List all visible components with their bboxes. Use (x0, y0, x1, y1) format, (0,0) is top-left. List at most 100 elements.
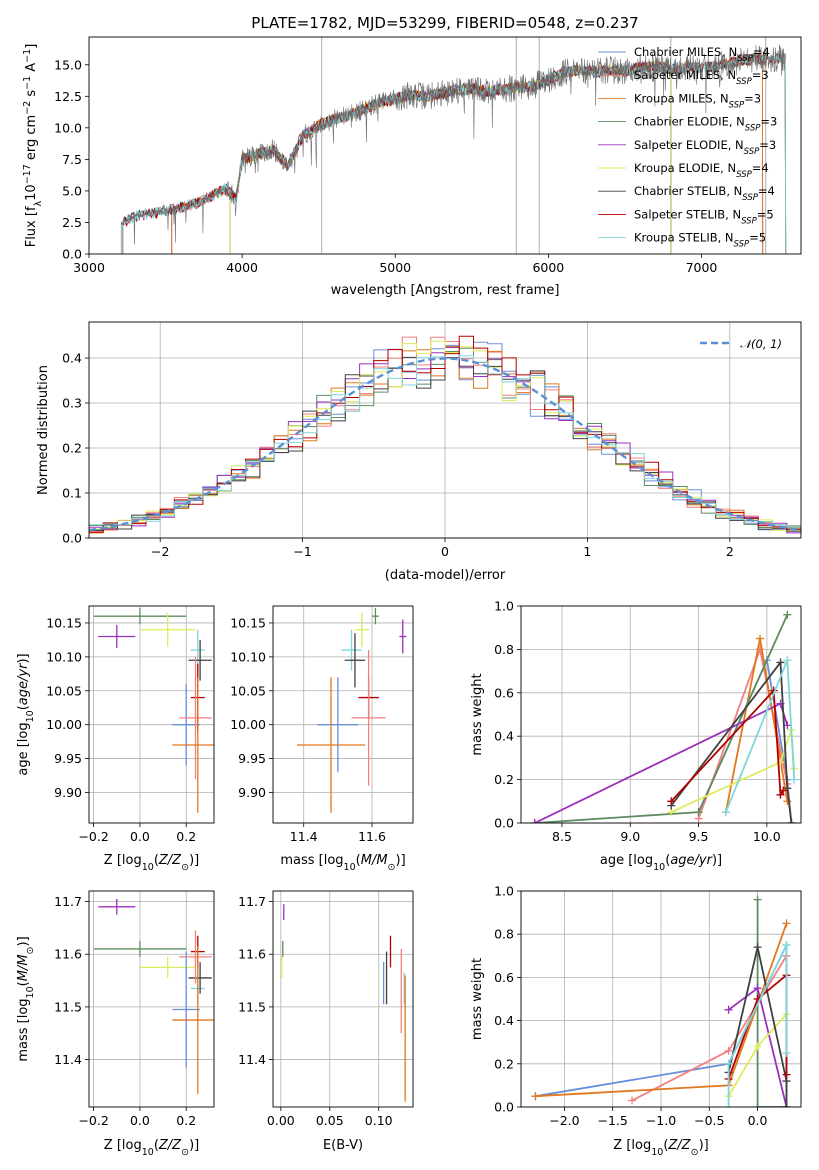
x-tick-label: −2 (151, 544, 169, 559)
weight-vs-Z-panel: −2.0 −1.5 −1.0 −0.5 0.0 0.0 0.2 0.4 0.6 0.8 1.0 Z [… (470, 884, 802, 1158)
x-tick-label: 9.5 (689, 829, 709, 844)
y-tick-label: 9.95 (54, 751, 82, 766)
weight-marker (790, 775, 799, 784)
legend-label: Kroupa MILES, NSSP=3 (634, 91, 761, 110)
y-tick-label: 10.05 (46, 683, 82, 698)
weight-marker (787, 819, 796, 823)
x-tick-label: −1 (293, 544, 311, 559)
x-axis-label: Z [log10(Z/Z⊙)] (104, 1138, 199, 1158)
weight-lines (530, 610, 799, 823)
x-tick-label: 0 (441, 544, 449, 559)
weight-marker (782, 919, 791, 928)
x-tick-label: 6000 (532, 260, 564, 275)
weight-marker (753, 943, 762, 952)
y-tick-label: 5.0 (62, 183, 82, 198)
y-tick-label: 1.0 (494, 884, 514, 899)
axes-frame (520, 605, 802, 824)
weight-marker (753, 984, 762, 993)
weight-marker (628, 1096, 637, 1105)
observed-spectrum-line (120, 44, 786, 254)
x-tick-label: 0.00 (267, 1113, 295, 1128)
legend-label: Salpeter MILES, NSSP=3 (634, 68, 769, 87)
weight-series-line (727, 944, 788, 1107)
y-tick-label: 10.0 (54, 120, 82, 135)
x-tick-label: 2 (726, 544, 734, 559)
weight-marker (776, 790, 785, 799)
x-tick-label: 0.2 (176, 829, 196, 844)
y-tick-label: 0.4 (62, 351, 82, 366)
legend-label: Chabrier ELODIE, NSSP=3 (634, 115, 777, 134)
x-tick-label: 0.05 (316, 1113, 344, 1128)
x-tick-label: 8.5 (552, 829, 572, 844)
legend-label: 𝒩(0, 1) (740, 337, 782, 351)
y-tick-label: 0.8 (494, 927, 514, 942)
y-tick-label: 0.0 (494, 1100, 514, 1115)
weight-series-line (727, 946, 788, 1107)
y-tick-label: 10.15 (46, 615, 82, 630)
weight-marker (782, 1103, 791, 1107)
y-tick-label: 0.2 (494, 772, 514, 787)
mass-vs-Z-panel: −0.2 0.0 0.2 11.4 11.5 11.6 11.7 Z [log10(Z/Z⊙)… (16, 890, 215, 1158)
mass-vs-ebv-panel: 0.00 0.05 0.10 11.4 11.5 11.6 11.7 E(B-V) (238, 890, 414, 1153)
x-tick-label: −1.5 (598, 1113, 628, 1128)
y-tick-label: 0.0 (62, 531, 82, 546)
legend: 𝒩(0, 1) (700, 337, 782, 351)
y-tick-label: 11.7 (54, 894, 82, 909)
y-tick-label: 11.6 (54, 947, 82, 962)
y-tick-label: 15.0 (54, 57, 82, 72)
errorbars (281, 904, 406, 1102)
y-tick-label: 0.4 (494, 729, 514, 744)
x-tick-label: −0.2 (78, 829, 108, 844)
chart-title: PLATE=1782, MJD=53299, FIBERID=0548, z=0… (251, 14, 638, 32)
y-tick-label: 11.5 (238, 999, 266, 1014)
x-tick-label: 1 (583, 544, 591, 559)
x-axis-label: Z [log10(Z/Z⊙)] (104, 853, 199, 873)
legend-label: Kroupa STELIB, NSSP=5 (634, 231, 766, 250)
weight-marker (694, 808, 703, 817)
x-tick-label: 0.0 (130, 829, 150, 844)
weight-marker (779, 786, 788, 795)
residuals-panel: −2 −1 0 1 2 0.0 0.1 0.2 0.3 0.4 (data-model)/error… (36, 321, 802, 583)
weight-marker (756, 634, 765, 643)
x-axis-label: wavelength [Angstrom, rest frame] (331, 283, 560, 298)
weight-marker (783, 656, 792, 665)
spectrum-panel: 3000 4000 5000 6000 7000 0.0 2.5 5.0 7.5 10.0 12.5… (22, 14, 802, 298)
x-tick-label: 4000 (226, 260, 258, 275)
weight-marker (782, 1049, 791, 1057)
x-tick-label: 10.0 (753, 829, 781, 844)
weight-series-line (756, 899, 787, 1107)
histograms (89, 335, 801, 538)
errorbars (93, 898, 214, 1094)
weight-marker (783, 797, 792, 806)
x-tick-label: 0.0 (130, 1113, 150, 1128)
x-tick-label: 0.0 (748, 1113, 768, 1128)
x-axis-label: age [log10(age/yr)] (600, 853, 722, 873)
weight-marker (753, 1042, 762, 1051)
x-axis-label: mass [log10(M/M⊙)] (280, 853, 405, 873)
x-tick-label: −2.0 (549, 1113, 579, 1128)
spectrum-lines (120, 37, 787, 254)
weight-marker (531, 1092, 540, 1101)
axes-frame (88, 890, 215, 1108)
weight-marker (776, 658, 785, 667)
axes-frame (272, 890, 414, 1108)
y-tick-label: 11.4 (54, 1052, 82, 1067)
y-tick-label: 10.15 (230, 615, 266, 630)
y-axis-label: Flux [fλ10−17 erg cm−2 s−1 A−1] (22, 44, 44, 248)
weight-vs-age-panel: 8.5 9.0 9.5 10.0 0.0 0.2 0.4 0.6 0.8 1.0 age [log1… (470, 599, 802, 873)
y-tick-label: 7.5 (62, 152, 82, 167)
legend-label: Salpeter ELODIE, NSSP=3 (634, 138, 776, 157)
weight-marker (753, 1103, 762, 1107)
y-tick-label: 0.2 (494, 1056, 514, 1071)
y-tick-label: 2.5 (62, 215, 82, 230)
y-axis-label: age [log10(age/yr)] (16, 653, 36, 775)
weight-marker (721, 808, 730, 817)
y-tick-label: 11.4 (238, 1052, 266, 1067)
y-tick-label: 11.7 (238, 894, 266, 909)
y-tick-label: 9.95 (238, 751, 266, 766)
weight-marker (667, 797, 676, 806)
x-tick-label: 11.6 (358, 829, 386, 844)
weight-lines (531, 895, 791, 1107)
gaussian-curve (89, 357, 801, 532)
y-tick-label: 0.0 (62, 247, 82, 262)
